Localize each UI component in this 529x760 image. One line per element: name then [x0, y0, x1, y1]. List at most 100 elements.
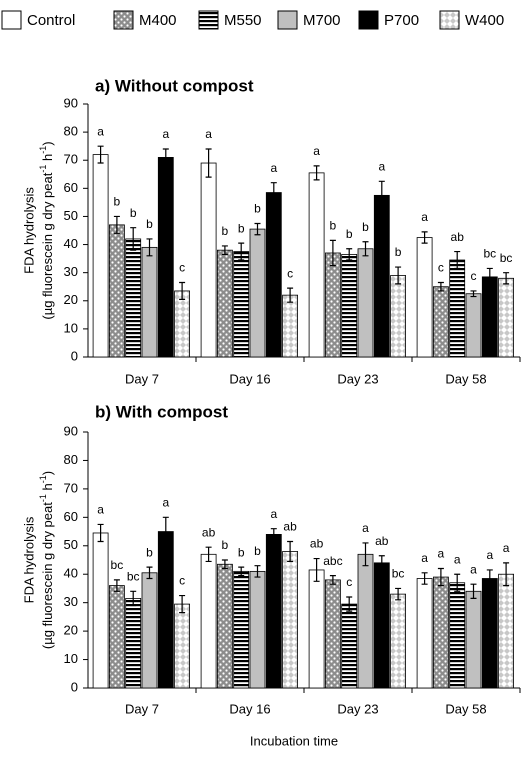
y-axis-unit-part: -1	[38, 165, 48, 173]
significance-letter: bc	[127, 569, 140, 583]
significance-letter: a	[503, 541, 510, 555]
error-bar	[437, 281, 444, 292]
significance-letter: abc	[323, 554, 342, 568]
bar	[324, 252, 341, 358]
bar	[390, 593, 407, 689]
error-bar	[287, 287, 294, 303]
y-axis-unit: (µg fluorescein g dry peat-1 h-1)	[38, 141, 55, 319]
legend-label: M550	[224, 12, 262, 29]
chart-title: a) Without compost	[95, 76, 254, 95]
bar	[416, 578, 433, 689]
bar	[200, 553, 217, 689]
significance-letter: bc	[111, 558, 124, 572]
significance-letter: b	[238, 221, 245, 235]
x-tick-label: Day 16	[229, 701, 270, 716]
error-bar	[146, 238, 153, 257]
legend-swatch	[198, 10, 219, 30]
y-tick-label: 0	[71, 348, 78, 363]
legend-swatch	[358, 10, 379, 30]
error-bar	[470, 583, 477, 599]
y-tick-label: 30	[64, 264, 78, 279]
legend-swatch	[277, 10, 298, 30]
significance-letter: ab	[283, 520, 297, 534]
significance-letter: a	[162, 127, 169, 141]
bar	[141, 246, 158, 358]
significance-letter: a	[362, 521, 369, 535]
y-tick-label: 80	[64, 124, 78, 139]
y-tick-label: 50	[64, 208, 78, 223]
bar	[308, 569, 325, 689]
significance-letter: b	[222, 538, 229, 552]
significance-letter: a	[454, 552, 461, 566]
error-bar	[421, 572, 428, 585]
error-bar	[346, 248, 353, 261]
bar	[498, 573, 515, 689]
bar	[449, 259, 466, 358]
error-bar	[270, 528, 277, 541]
y-tick-label: 40	[64, 236, 78, 251]
significance-letter: b	[254, 202, 261, 216]
bar	[249, 570, 266, 689]
bar	[109, 585, 125, 689]
error-bar	[313, 165, 320, 181]
legend-swatch	[113, 10, 134, 30]
significance-letter: a	[270, 161, 277, 175]
y-axis-unit: (µg fluorescein g dry peat-1 h-1)	[38, 471, 55, 649]
significance-letter: a	[378, 159, 385, 173]
error-bar	[162, 148, 169, 167]
y-axis-unit-part: )	[40, 141, 55, 145]
x-tick-label: Day 58	[445, 371, 486, 386]
bar	[341, 253, 358, 358]
bar	[416, 237, 433, 358]
x-tick-label: Day 58	[445, 701, 486, 716]
bar	[216, 563, 233, 689]
error-bar	[421, 231, 428, 244]
bar	[282, 551, 299, 689]
error-bar	[503, 272, 510, 285]
bar	[92, 154, 109, 358]
error-bar	[238, 242, 245, 261]
y-tick-label: 20	[64, 623, 78, 638]
x-tick-label: Day 7	[125, 371, 159, 386]
significance-letter: a	[97, 503, 104, 517]
significance-letter: a	[205, 127, 212, 141]
error-bar	[329, 575, 336, 585]
legend-swatch	[1, 10, 22, 30]
y-tick-label: 90	[64, 423, 78, 438]
error-bar	[287, 540, 294, 563]
significance-letter: bc	[392, 567, 405, 581]
y-axis-unit-part: )	[40, 471, 55, 475]
error-bar	[503, 562, 510, 587]
significance-letter: c	[471, 269, 477, 283]
y-tick-label: 10	[64, 651, 78, 666]
y-tick-label: 60	[64, 509, 78, 524]
bar	[157, 531, 174, 689]
significance-letter: bc	[500, 251, 513, 265]
error-bar	[113, 579, 120, 592]
legend-label: M700	[303, 12, 341, 29]
error-bar	[179, 594, 186, 614]
bar	[373, 194, 390, 358]
y-tick-label: 0	[71, 679, 78, 694]
significance-letter: b	[114, 195, 121, 209]
bar	[265, 534, 282, 689]
significance-letter: ab	[451, 230, 465, 244]
y-tick-label: 80	[64, 452, 78, 467]
error-bar	[113, 215, 120, 234]
error-bar	[454, 250, 461, 270]
significance-letter: c	[346, 575, 352, 589]
bar	[125, 598, 142, 689]
x-tick-label: Day 16	[229, 371, 270, 386]
error-bar	[454, 573, 461, 592]
significance-letter: c	[179, 261, 185, 275]
bar	[498, 277, 515, 358]
x-axis-label: Incubation time	[250, 733, 338, 748]
error-bar	[486, 267, 493, 286]
error-bar	[205, 148, 212, 178]
significance-letter: c	[179, 574, 185, 588]
significance-letter: b	[238, 545, 245, 559]
error-bar	[179, 281, 186, 300]
significance-letter: bc	[483, 247, 496, 261]
significance-letter: a	[486, 548, 493, 562]
x-tick-label: Day 23	[337, 701, 378, 716]
